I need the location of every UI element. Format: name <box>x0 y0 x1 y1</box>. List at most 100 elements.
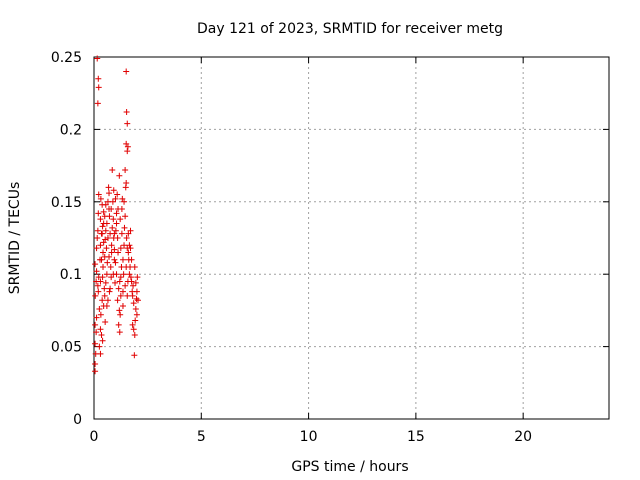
data-point <box>103 245 110 252</box>
data-point <box>100 263 107 270</box>
data-point <box>104 297 111 304</box>
data-point <box>100 220 107 227</box>
chart-title: Day 121 of 2023, SRMTID for receiver met… <box>197 21 503 37</box>
data-point <box>126 271 133 278</box>
data-point <box>110 216 117 223</box>
data-point <box>118 230 125 237</box>
x-tick-label: 5 <box>197 429 206 445</box>
y-tick-label: 0.15 <box>51 195 82 211</box>
data-point <box>102 279 109 286</box>
data-point <box>95 210 102 217</box>
data-point <box>106 288 113 295</box>
data-point <box>134 274 141 281</box>
data-point <box>132 305 139 312</box>
data-point <box>130 282 137 289</box>
data-point <box>117 245 124 252</box>
data-point <box>93 245 100 252</box>
data-point <box>107 285 114 292</box>
data-point <box>123 179 130 186</box>
data-point <box>117 292 124 299</box>
data-point <box>93 314 100 321</box>
data-point <box>122 282 129 289</box>
data-point <box>110 187 117 194</box>
y-tick-label: 0 <box>73 412 82 428</box>
data-point <box>95 288 102 295</box>
data-point <box>97 278 104 285</box>
data-point <box>97 242 104 249</box>
data-point <box>95 191 102 198</box>
data-point <box>127 227 134 234</box>
data-point <box>115 321 122 328</box>
x-tick-label: 15 <box>407 429 425 445</box>
data-point <box>94 55 101 62</box>
data-point <box>116 172 123 179</box>
data-point <box>111 246 118 253</box>
data-point <box>109 166 116 173</box>
data-point <box>97 326 104 333</box>
data-point <box>114 235 121 241</box>
data-point <box>112 279 119 286</box>
data-point <box>134 297 141 304</box>
data-point <box>93 268 100 275</box>
data-point <box>95 274 102 281</box>
data-point <box>122 213 129 220</box>
data-point <box>115 249 122 256</box>
data-point <box>122 166 129 173</box>
data-point <box>93 329 100 336</box>
data-point <box>113 271 120 278</box>
data-point <box>126 242 133 249</box>
data-point <box>99 337 106 344</box>
data-point <box>115 206 122 213</box>
data-point <box>99 223 106 230</box>
data-point <box>102 227 109 234</box>
data-point <box>92 368 99 375</box>
data-point <box>127 263 134 270</box>
data-point <box>103 271 110 278</box>
data-point <box>125 249 132 256</box>
data-point <box>96 343 103 350</box>
axis-ticks: 0 5 10 15 20 0 0.05 0.1 0.15 0.2 0.25 <box>51 50 609 445</box>
data-point <box>108 242 115 249</box>
data-point <box>101 285 108 292</box>
data-point <box>131 332 138 339</box>
data-point <box>133 311 140 318</box>
data-point <box>106 253 113 260</box>
data-point <box>96 305 103 312</box>
y-tick-label: 0.05 <box>51 340 82 356</box>
data-point <box>113 210 120 217</box>
data-point <box>116 329 123 336</box>
x-tick-label: 10 <box>300 429 318 445</box>
y-axis-label: SRMTID / TECUs <box>7 182 23 295</box>
data-point <box>112 227 119 234</box>
data-point <box>116 278 123 285</box>
data-point <box>121 224 128 231</box>
data-point <box>133 288 140 295</box>
y-tick-label: 0.2 <box>60 122 82 138</box>
data-point <box>113 220 120 227</box>
data-points <box>92 55 141 375</box>
data-point <box>106 213 113 220</box>
data-point <box>94 227 101 234</box>
plot-frame <box>93 56 610 420</box>
data-point <box>102 318 109 325</box>
data-point <box>121 242 128 249</box>
data-point <box>112 195 119 202</box>
data-point <box>120 271 127 278</box>
y-tick-label: 0.25 <box>51 50 82 66</box>
x-tick-label: 0 <box>90 429 99 445</box>
data-point <box>92 292 99 299</box>
data-point <box>111 256 118 263</box>
grid <box>94 57 609 419</box>
data-point <box>127 274 134 281</box>
data-point <box>124 292 131 299</box>
data-point <box>129 292 136 299</box>
data-point <box>97 216 104 223</box>
data-point <box>97 350 104 357</box>
data-point <box>117 311 124 318</box>
data-point <box>119 303 126 310</box>
data-point <box>124 148 131 155</box>
data-point <box>107 263 114 270</box>
data-point <box>128 278 135 285</box>
data-point <box>95 84 102 91</box>
